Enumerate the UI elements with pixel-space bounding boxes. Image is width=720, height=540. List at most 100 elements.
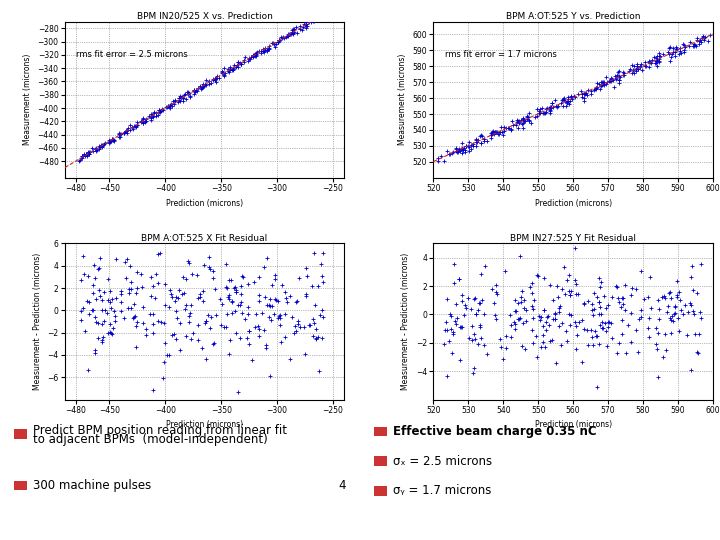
Text: Effective beam charge 0.35 nC: Effective beam charge 0.35 nC [393,425,597,438]
Point [166,102,177,110]
Point [449,316,461,325]
Point [87,306,99,315]
Point [618,71,630,80]
Point [155,106,166,115]
Point [480,261,491,270]
Point [552,281,563,290]
Point [670,43,682,52]
Point [251,309,262,318]
Point [315,9,327,18]
Point [446,149,457,158]
Point [544,103,556,112]
Point [284,355,296,364]
Point [164,286,176,294]
Point [664,314,675,323]
Point [534,109,545,117]
Point [495,123,507,132]
Point [572,290,583,299]
Point [616,303,627,312]
Point [692,289,703,298]
Point [216,68,228,77]
Point [270,40,282,49]
Point [150,269,161,278]
Point [282,32,293,40]
Point [606,74,618,83]
Point [444,150,456,158]
Point [542,312,554,320]
Point [669,309,680,318]
Point [625,65,636,73]
Y-axis label: Measurement (microns): Measurement (microns) [23,54,32,145]
Point [90,143,102,152]
Point [222,310,233,319]
Point [527,339,539,347]
Point [486,129,498,138]
Point [197,287,208,295]
Point [471,136,482,145]
Point [96,336,108,345]
Point [256,46,267,55]
Point [650,59,662,68]
Point [657,353,669,362]
Point [572,90,584,98]
Point [249,323,261,332]
Point [253,325,264,333]
Point [82,365,94,374]
Text: 4: 4 [338,479,346,492]
Point [471,138,482,147]
Point [642,293,654,301]
Point [104,298,116,306]
Point [495,335,506,343]
Point [528,305,539,313]
Point [170,307,181,315]
Point [527,313,539,322]
Point [461,303,472,312]
Point [166,330,178,339]
Point [509,325,521,334]
Point [696,33,707,42]
Point [665,56,676,65]
Point [693,349,704,357]
Point [145,273,157,281]
Point [643,57,654,65]
Point [475,270,487,279]
Point [203,79,215,88]
Point [243,55,255,63]
Point [578,300,590,308]
Point [474,321,486,329]
Point [516,341,528,350]
Point [673,50,685,59]
Point [634,62,646,71]
Point [495,342,506,351]
Point [238,58,249,66]
Point [210,285,221,293]
Point [158,374,169,382]
Point [315,259,327,268]
Point [300,21,311,29]
Point [570,322,582,330]
Point [588,340,599,349]
Point [169,97,181,105]
Point [76,315,87,324]
Point [279,287,290,296]
Point [698,34,709,43]
Point [441,147,453,156]
Point [607,334,618,342]
Point [507,117,518,125]
Point [616,316,628,325]
Point [130,122,141,130]
Point [161,350,173,359]
Point [577,89,589,97]
Point [247,52,258,61]
Point [156,318,167,327]
Point [179,89,191,98]
Point [77,152,89,160]
Point [229,60,240,69]
Point [521,306,532,314]
Point [294,273,305,282]
Point [626,69,638,77]
Point [643,57,654,66]
Point [90,318,102,327]
Point [492,128,503,137]
Point [449,260,460,268]
